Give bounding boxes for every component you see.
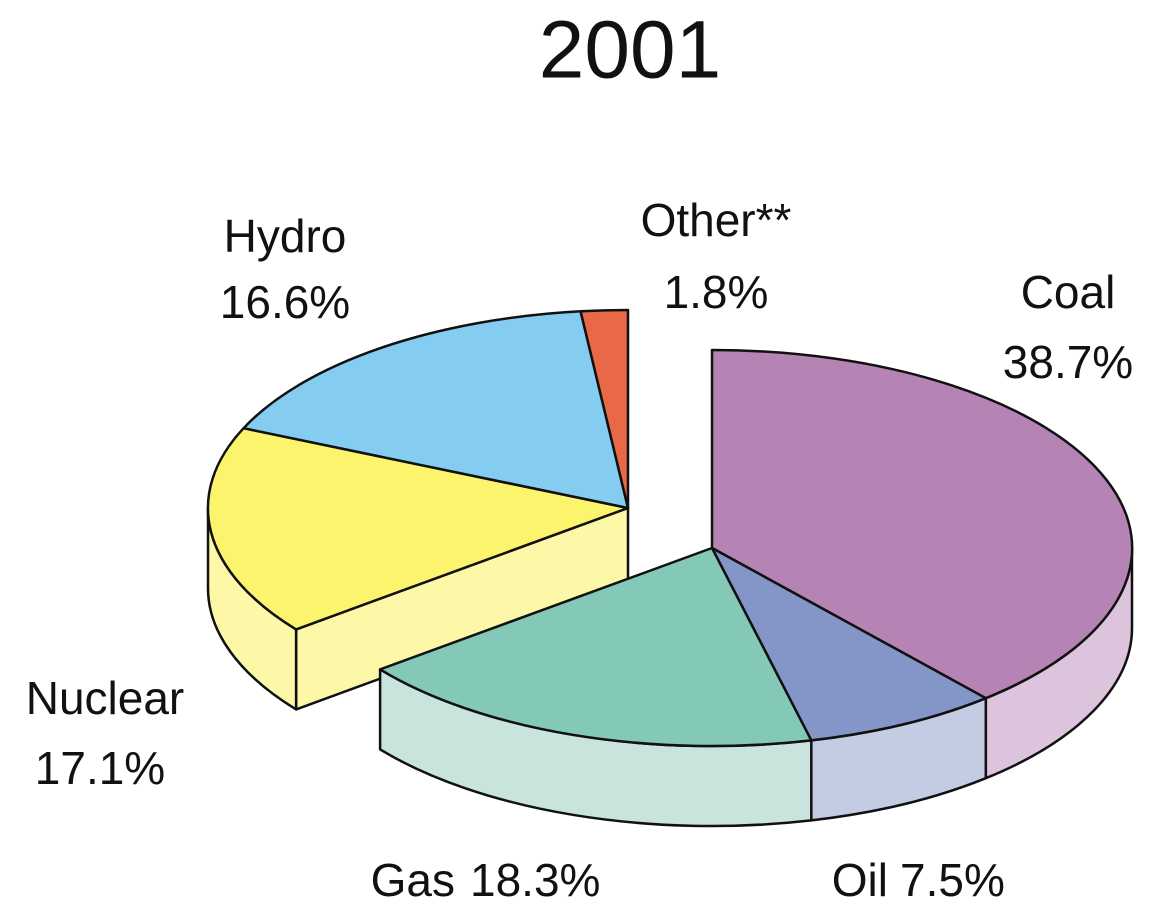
slice-value-label: 18.3% [470, 854, 600, 906]
slice-label: Other** [641, 194, 792, 246]
slice [710, 348, 1134, 700]
slice-label: Nuclear [26, 672, 185, 724]
chart-title: 2001 [539, 5, 721, 96]
slice-value-label: 1.8% [664, 266, 769, 318]
slice-label: Gas [371, 854, 455, 906]
slice [378, 546, 813, 748]
slice [206, 426, 630, 631]
slice [242, 310, 630, 510]
slice-label: Hydro [224, 210, 347, 262]
slice-value-label: 7.5% [900, 854, 1005, 906]
slice-value-label: 17.1% [35, 742, 165, 794]
slice [710, 546, 988, 742]
slice-label: Coal [1021, 266, 1116, 318]
slice-value-label: 38.7% [1003, 336, 1133, 388]
slice [579, 308, 630, 510]
slice-value-label: 16.6% [220, 276, 350, 328]
slice-label: Oil [832, 854, 888, 906]
